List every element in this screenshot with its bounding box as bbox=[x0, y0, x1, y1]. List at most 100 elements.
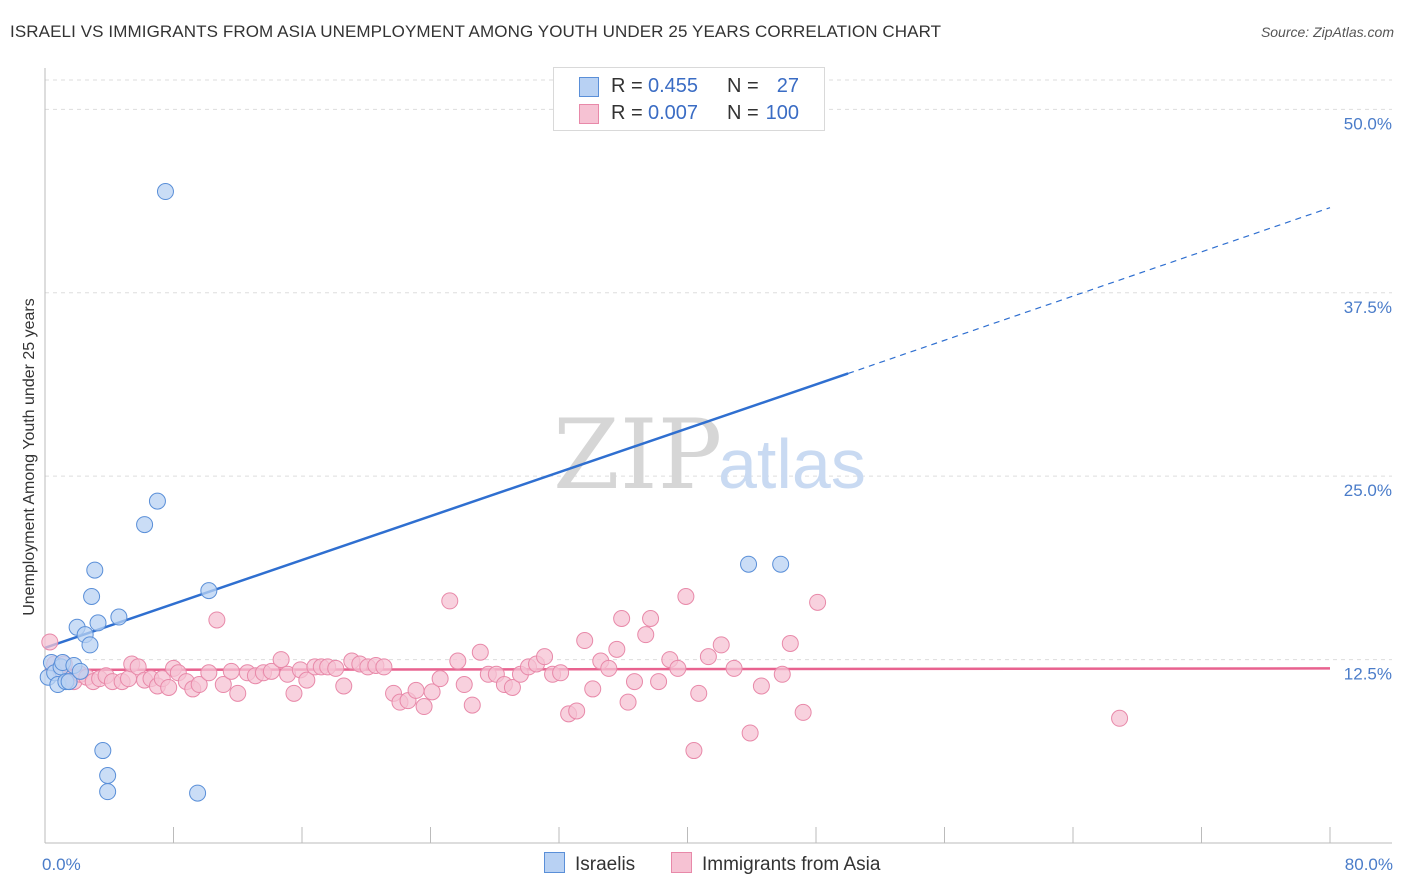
point-asia bbox=[335, 677, 353, 695]
point-asia bbox=[576, 632, 594, 650]
point-asia bbox=[584, 680, 602, 698]
tick-labels: 12.5% 25.0% 37.5% 50.0% 0.0% 80.0% bbox=[42, 114, 1393, 874]
point-asia bbox=[327, 659, 345, 677]
point-asia bbox=[441, 592, 459, 610]
point-asia bbox=[773, 665, 791, 683]
source-label: Source: ZipAtlas.com bbox=[1260, 24, 1394, 40]
point-asia bbox=[741, 724, 759, 742]
point-asia bbox=[1111, 709, 1129, 727]
point-asia bbox=[41, 633, 59, 651]
point-asia bbox=[415, 698, 433, 716]
legend-row-asia: R = 0.007 N = 100 bbox=[554, 101, 824, 127]
point-asia bbox=[298, 671, 316, 689]
legend-row-israelis: R = 0.455 N = 27 bbox=[554, 74, 824, 100]
point-asia bbox=[552, 664, 570, 682]
point-israelis bbox=[60, 673, 78, 691]
point-asia bbox=[690, 684, 708, 702]
point-israelis bbox=[99, 783, 117, 801]
legend-r-label: R = bbox=[611, 75, 643, 97]
point-asia bbox=[262, 662, 280, 680]
point-asia bbox=[471, 643, 489, 661]
point-asia bbox=[642, 610, 660, 628]
legend-n-value: 100 bbox=[765, 102, 799, 124]
point-asia bbox=[637, 626, 655, 644]
point-asia bbox=[712, 636, 730, 654]
axes bbox=[44, 68, 1392, 844]
point-asia bbox=[794, 703, 812, 721]
point-asia bbox=[503, 678, 521, 696]
point-asia bbox=[669, 659, 687, 677]
series-name-israelis: Israelis bbox=[575, 854, 636, 875]
legend-r-label: R = bbox=[611, 102, 643, 124]
point-asia bbox=[214, 676, 232, 694]
point-asia bbox=[208, 611, 226, 629]
series-legend-asia[interactable]: Immigrants from Asia bbox=[671, 852, 880, 876]
legend-n-value: 27 bbox=[776, 75, 799, 97]
point-israelis bbox=[156, 183, 174, 201]
point-asia bbox=[613, 610, 631, 628]
point-asia bbox=[725, 659, 743, 677]
point-asia bbox=[407, 681, 425, 699]
point-israelis bbox=[71, 662, 89, 680]
point-israelis bbox=[110, 608, 128, 626]
point-asia bbox=[568, 702, 586, 720]
trend-line-israelis bbox=[44, 372, 849, 650]
point-asia bbox=[699, 648, 717, 666]
legend-r-value: 0.455 bbox=[648, 75, 699, 97]
point-asia bbox=[781, 634, 799, 652]
point-asia bbox=[600, 659, 618, 677]
legend-n-label: N = bbox=[727, 75, 759, 97]
y-tick-label: 12.5% bbox=[1344, 665, 1392, 684]
y-tick-label: 50.0% bbox=[1344, 114, 1392, 133]
point-asia bbox=[423, 683, 441, 701]
x-tick-label-min: 0.0% bbox=[42, 855, 81, 874]
point-israelis bbox=[189, 784, 207, 802]
legend-r-value: 0.007 bbox=[648, 102, 699, 124]
point-asia bbox=[449, 652, 467, 670]
point-asia bbox=[608, 640, 626, 658]
point-asia bbox=[625, 673, 643, 691]
point-asia bbox=[200, 664, 218, 682]
y-tick-label: 37.5% bbox=[1344, 298, 1392, 317]
series-swatch-asia bbox=[671, 852, 692, 873]
point-asia bbox=[809, 593, 827, 611]
series-swatch-israelis bbox=[544, 852, 565, 873]
y-tick-label: 25.0% bbox=[1344, 481, 1392, 500]
watermark-atlas: atlas bbox=[718, 425, 866, 503]
point-israelis bbox=[99, 767, 117, 785]
point-asia bbox=[375, 658, 393, 676]
point-israelis bbox=[83, 587, 101, 605]
point-asia bbox=[536, 648, 554, 666]
point-israelis bbox=[740, 555, 758, 573]
point-israelis bbox=[136, 516, 154, 534]
point-asia bbox=[285, 684, 303, 702]
point-asia bbox=[160, 678, 178, 696]
series-legend-israelis[interactable]: Israelis bbox=[544, 852, 635, 876]
trend-line-israelis-extrapolated bbox=[847, 207, 1331, 375]
point-asia bbox=[463, 696, 481, 714]
point-asia bbox=[222, 662, 240, 680]
point-israelis bbox=[86, 561, 104, 579]
point-asia bbox=[229, 684, 247, 702]
point-asia bbox=[650, 673, 668, 691]
point-asia bbox=[272, 651, 290, 669]
watermark-zip: ZIP bbox=[553, 399, 722, 511]
gridlines bbox=[45, 79, 1392, 661]
point-asia bbox=[677, 587, 695, 605]
point-israelis bbox=[94, 742, 112, 760]
series-name-asia: Immigrants from Asia bbox=[702, 854, 881, 875]
point-asia bbox=[619, 693, 637, 711]
data-points bbox=[39, 183, 1129, 802]
x-tick-label-max: 80.0% bbox=[1345, 855, 1393, 874]
point-israelis bbox=[772, 555, 790, 573]
point-asia bbox=[190, 676, 208, 694]
point-asia bbox=[752, 677, 770, 695]
point-asia bbox=[431, 670, 449, 688]
point-israelis bbox=[81, 636, 99, 654]
correlation-legend: R = 0.455 N = 27 R = 0.007 N = 100 bbox=[553, 67, 825, 131]
legend-swatch-israelis bbox=[579, 77, 599, 97]
point-israelis bbox=[200, 582, 218, 600]
point-asia bbox=[685, 742, 703, 760]
point-israelis bbox=[148, 492, 166, 510]
